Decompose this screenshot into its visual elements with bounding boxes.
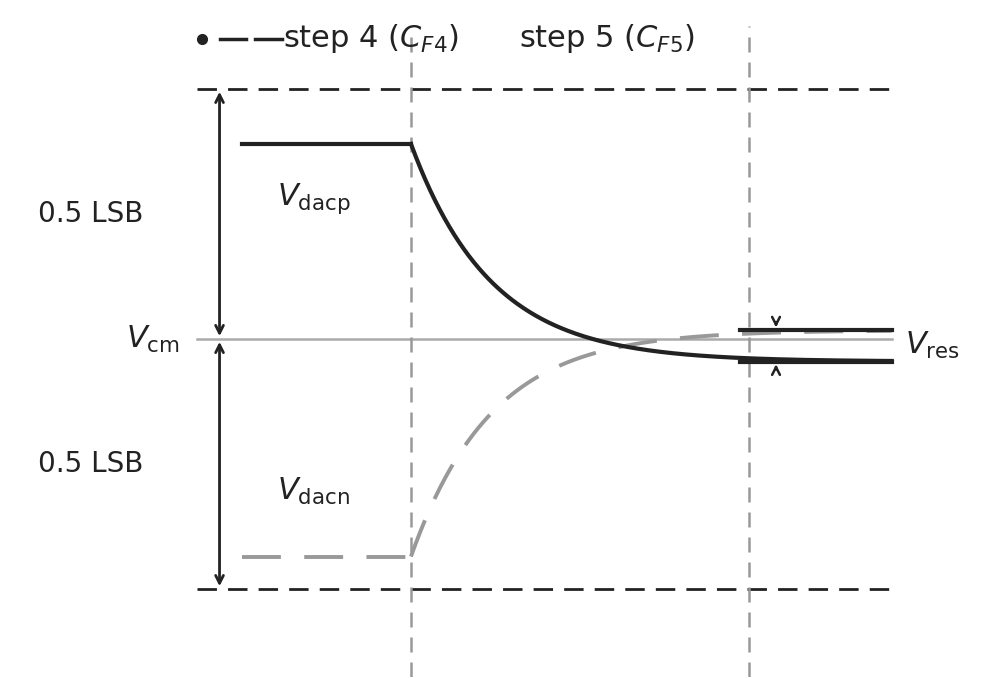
Text: 0.5 LSB: 0.5 LSB [38,450,143,478]
Text: $V_\mathrm{dacn}$: $V_\mathrm{dacn}$ [277,475,350,506]
Text: $V_\mathrm{res}$: $V_\mathrm{res}$ [905,330,960,361]
Text: step 4 ($C_{F4}$): step 4 ($C_{F4}$) [283,22,459,56]
Text: step 5 ($C_{F5}$): step 5 ($C_{F5}$) [519,22,695,56]
Text: $V_\mathrm{cm}$: $V_\mathrm{cm}$ [126,323,180,355]
Text: $V_\mathrm{dacp}$: $V_\mathrm{dacp}$ [277,182,351,216]
Text: 0.5 LSB: 0.5 LSB [38,200,143,228]
